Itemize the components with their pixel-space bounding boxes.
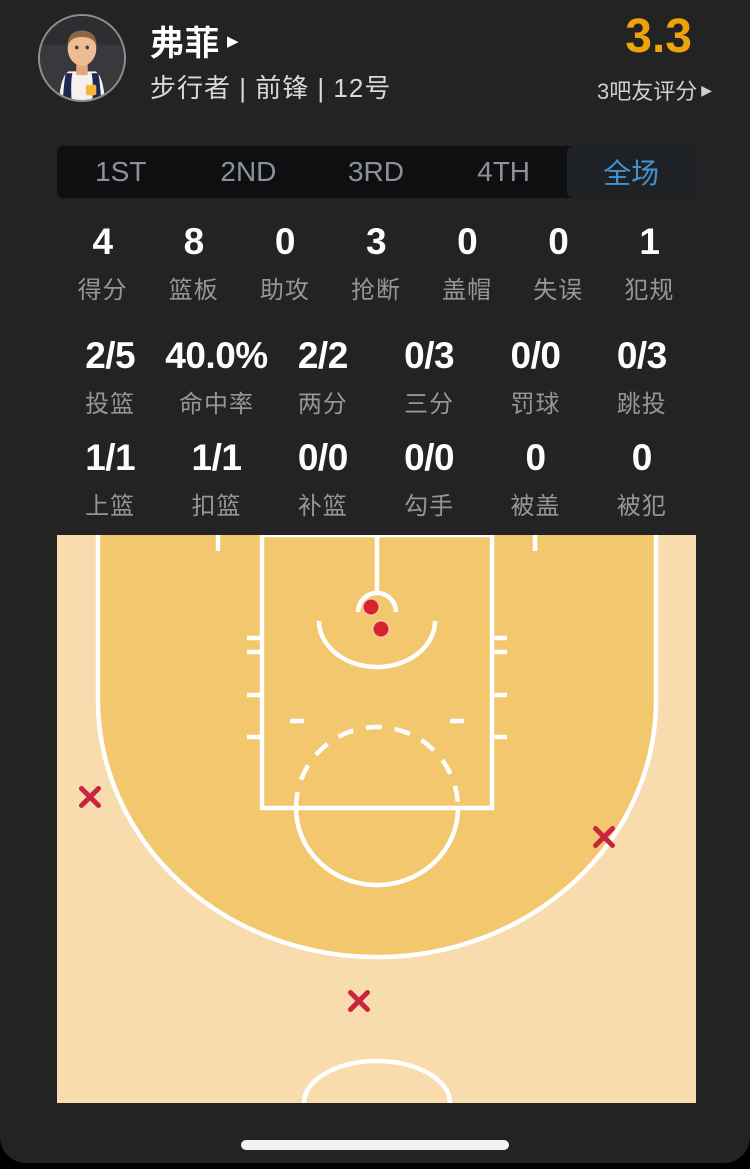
- stat-row-shot-types: 1/1 上篮 1/1 扣篮 0/0 补篮 0/0 勾手 0 被盖 0 被犯: [57, 436, 695, 521]
- tab-3rd[interactable]: 3RD: [347, 156, 404, 187]
- stat-turnovers: 0 失误: [533, 221, 584, 304]
- stat-three-pointers: 0/3 三分: [404, 335, 455, 418]
- stat-jump-shots: 0/3 跳投: [616, 335, 667, 418]
- tab-2nd[interactable]: 2ND: [220, 156, 277, 187]
- stat-fouled-on: 0 被犯: [616, 437, 667, 520]
- stat-row-shooting: 2/5 投篮 40.0% 命中率 2/2 两分 0/3 三分 0/0 罚球 0/…: [57, 334, 695, 419]
- player-name: 弗菲: [150, 25, 220, 63]
- rating-caption-link[interactable]: 3吧友评分 ▶: [597, 74, 712, 106]
- player-name-link[interactable]: 弗菲 ▶: [150, 16, 239, 65]
- tab-1st[interactable]: 1ST: [95, 156, 147, 187]
- missed-shot-marker: [348, 990, 370, 1012]
- chevron-right-icon: ▶: [227, 32, 239, 50]
- stat-free-throws: 0/0 罚球: [510, 335, 561, 418]
- rating-score: 3.3: [625, 10, 692, 63]
- free-throw-circle-solid: [293, 807, 461, 888]
- stat-field-goals: 2/5 投篮: [85, 335, 136, 418]
- stat-tip-ins: 0/0 补篮: [297, 437, 348, 520]
- stat-layups: 1/1 上篮: [85, 437, 136, 520]
- half-court-circle: [301, 1058, 453, 1103]
- lane-rectangle: [259, 535, 495, 811]
- shot-chart-court: [57, 535, 696, 1103]
- stat-points: 4 得分: [77, 221, 128, 304]
- tab-4th[interactable]: 4TH: [477, 156, 531, 187]
- lane-hash-marks-right: [492, 635, 507, 740]
- shot-markers: [79, 598, 615, 1012]
- player-photo-icon: [40, 16, 124, 100]
- missed-shot-marker: [79, 786, 101, 808]
- player-info: 步行者 | 前锋 | 12号: [150, 73, 392, 103]
- stat-assists: 0 助攻: [259, 221, 310, 304]
- stat-dunks: 1/1 扣篮: [191, 437, 242, 520]
- rim-arc: [355, 590, 399, 613]
- lane-hash-marks-left: [247, 635, 262, 740]
- stat-hook-shots: 0/0 勾手: [404, 437, 455, 520]
- stat-fg-percentage: 40.0% 命中率: [165, 335, 268, 418]
- three-point-line: [95, 535, 659, 960]
- tab-full-game[interactable]: 全场: [567, 146, 695, 198]
- quarter-tabbar: 1ST 2ND 3RD 4TH 全场: [57, 146, 695, 198]
- stat-shots-blocked: 0 被盖: [510, 437, 561, 520]
- rating-block: 3.3 3吧友评分 ▶: [597, 10, 712, 106]
- stat-rebounds: 8 篮板: [168, 221, 219, 304]
- restricted-area-arc: [316, 620, 438, 670]
- stat-two-pointers: 2/2 两分: [297, 335, 348, 418]
- home-indicator[interactable]: [241, 1140, 509, 1150]
- chevron-right-icon: ▶: [701, 81, 712, 98]
- baseline-ticks: [215, 535, 538, 551]
- stat-blocks: 0 盖帽: [442, 221, 493, 304]
- player-avatar[interactable]: [38, 14, 126, 102]
- missed-shot-marker: [593, 826, 615, 848]
- rating-caption-label: 3吧友评分: [596, 79, 698, 104]
- made-shot-marker: [362, 598, 380, 616]
- stat-fouls: 1 犯规: [624, 221, 675, 304]
- made-shot-marker: [372, 620, 390, 638]
- stat-steals: 3 抢断: [350, 221, 401, 304]
- court-inside-arc-area: [98, 535, 656, 957]
- free-throw-circle-dashed: [293, 724, 461, 809]
- stat-row-basic: 4 得分 8 篮板 0 助攻 3 抢断 0 盖帽 0 失误 1 犯规: [57, 220, 695, 305]
